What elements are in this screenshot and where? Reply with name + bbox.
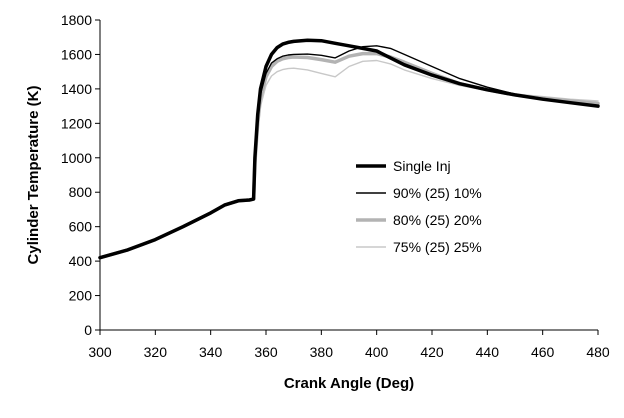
tick-labels: 0 200 400 600 800 1000 1200 1400 1600 1800 300 320 3… — [61, 12, 610, 360]
x-tick-label: 460 — [531, 344, 555, 360]
y-tick-label: 400 — [69, 253, 93, 269]
x-tick-label: 480 — [586, 344, 610, 360]
y-tick-label: 1400 — [61, 81, 92, 97]
y-tick-label: 1800 — [61, 12, 92, 28]
x-tick-label: 400 — [365, 344, 389, 360]
x-tick-label: 300 — [88, 344, 112, 360]
legend-label: Single Inj — [393, 158, 451, 174]
axes — [95, 19, 599, 335]
x-tick-label: 340 — [199, 344, 223, 360]
x-axis-title: Crank Angle (Deg) — [284, 375, 414, 392]
x-tick-label: 380 — [310, 344, 334, 360]
y-tick-label: 0 — [84, 322, 92, 338]
y-tick-label: 1000 — [61, 150, 92, 166]
series-line-3 — [98, 51, 600, 260]
x-tick-label: 360 — [254, 344, 278, 360]
legend-label: 90% (25) 10% — [393, 185, 482, 201]
series-line-4 — [99, 59, 599, 259]
legend-label: 75% (25) 25% — [393, 239, 482, 255]
series-line-2 — [99, 45, 599, 259]
y-tick-label: 1600 — [61, 46, 92, 62]
legend-label: 80% (25) 20% — [393, 212, 482, 228]
y-tick-label: 600 — [69, 219, 93, 235]
series-layer — [98, 38, 600, 260]
x-tick-label: 440 — [476, 344, 500, 360]
x-tick-label: 320 — [144, 344, 168, 360]
legend: Single Inj 90% (25) 10% 80% (25) 20% 75% (2… — [356, 158, 482, 255]
y-tick-label: 800 — [69, 184, 93, 200]
y-tick-label: 200 — [69, 288, 93, 304]
y-axis-title: Cylinder Temperature (K) — [25, 86, 42, 265]
series-line-1 — [98, 38, 600, 260]
x-tick-label: 420 — [420, 344, 444, 360]
y-tick-label: 1200 — [61, 115, 92, 131]
